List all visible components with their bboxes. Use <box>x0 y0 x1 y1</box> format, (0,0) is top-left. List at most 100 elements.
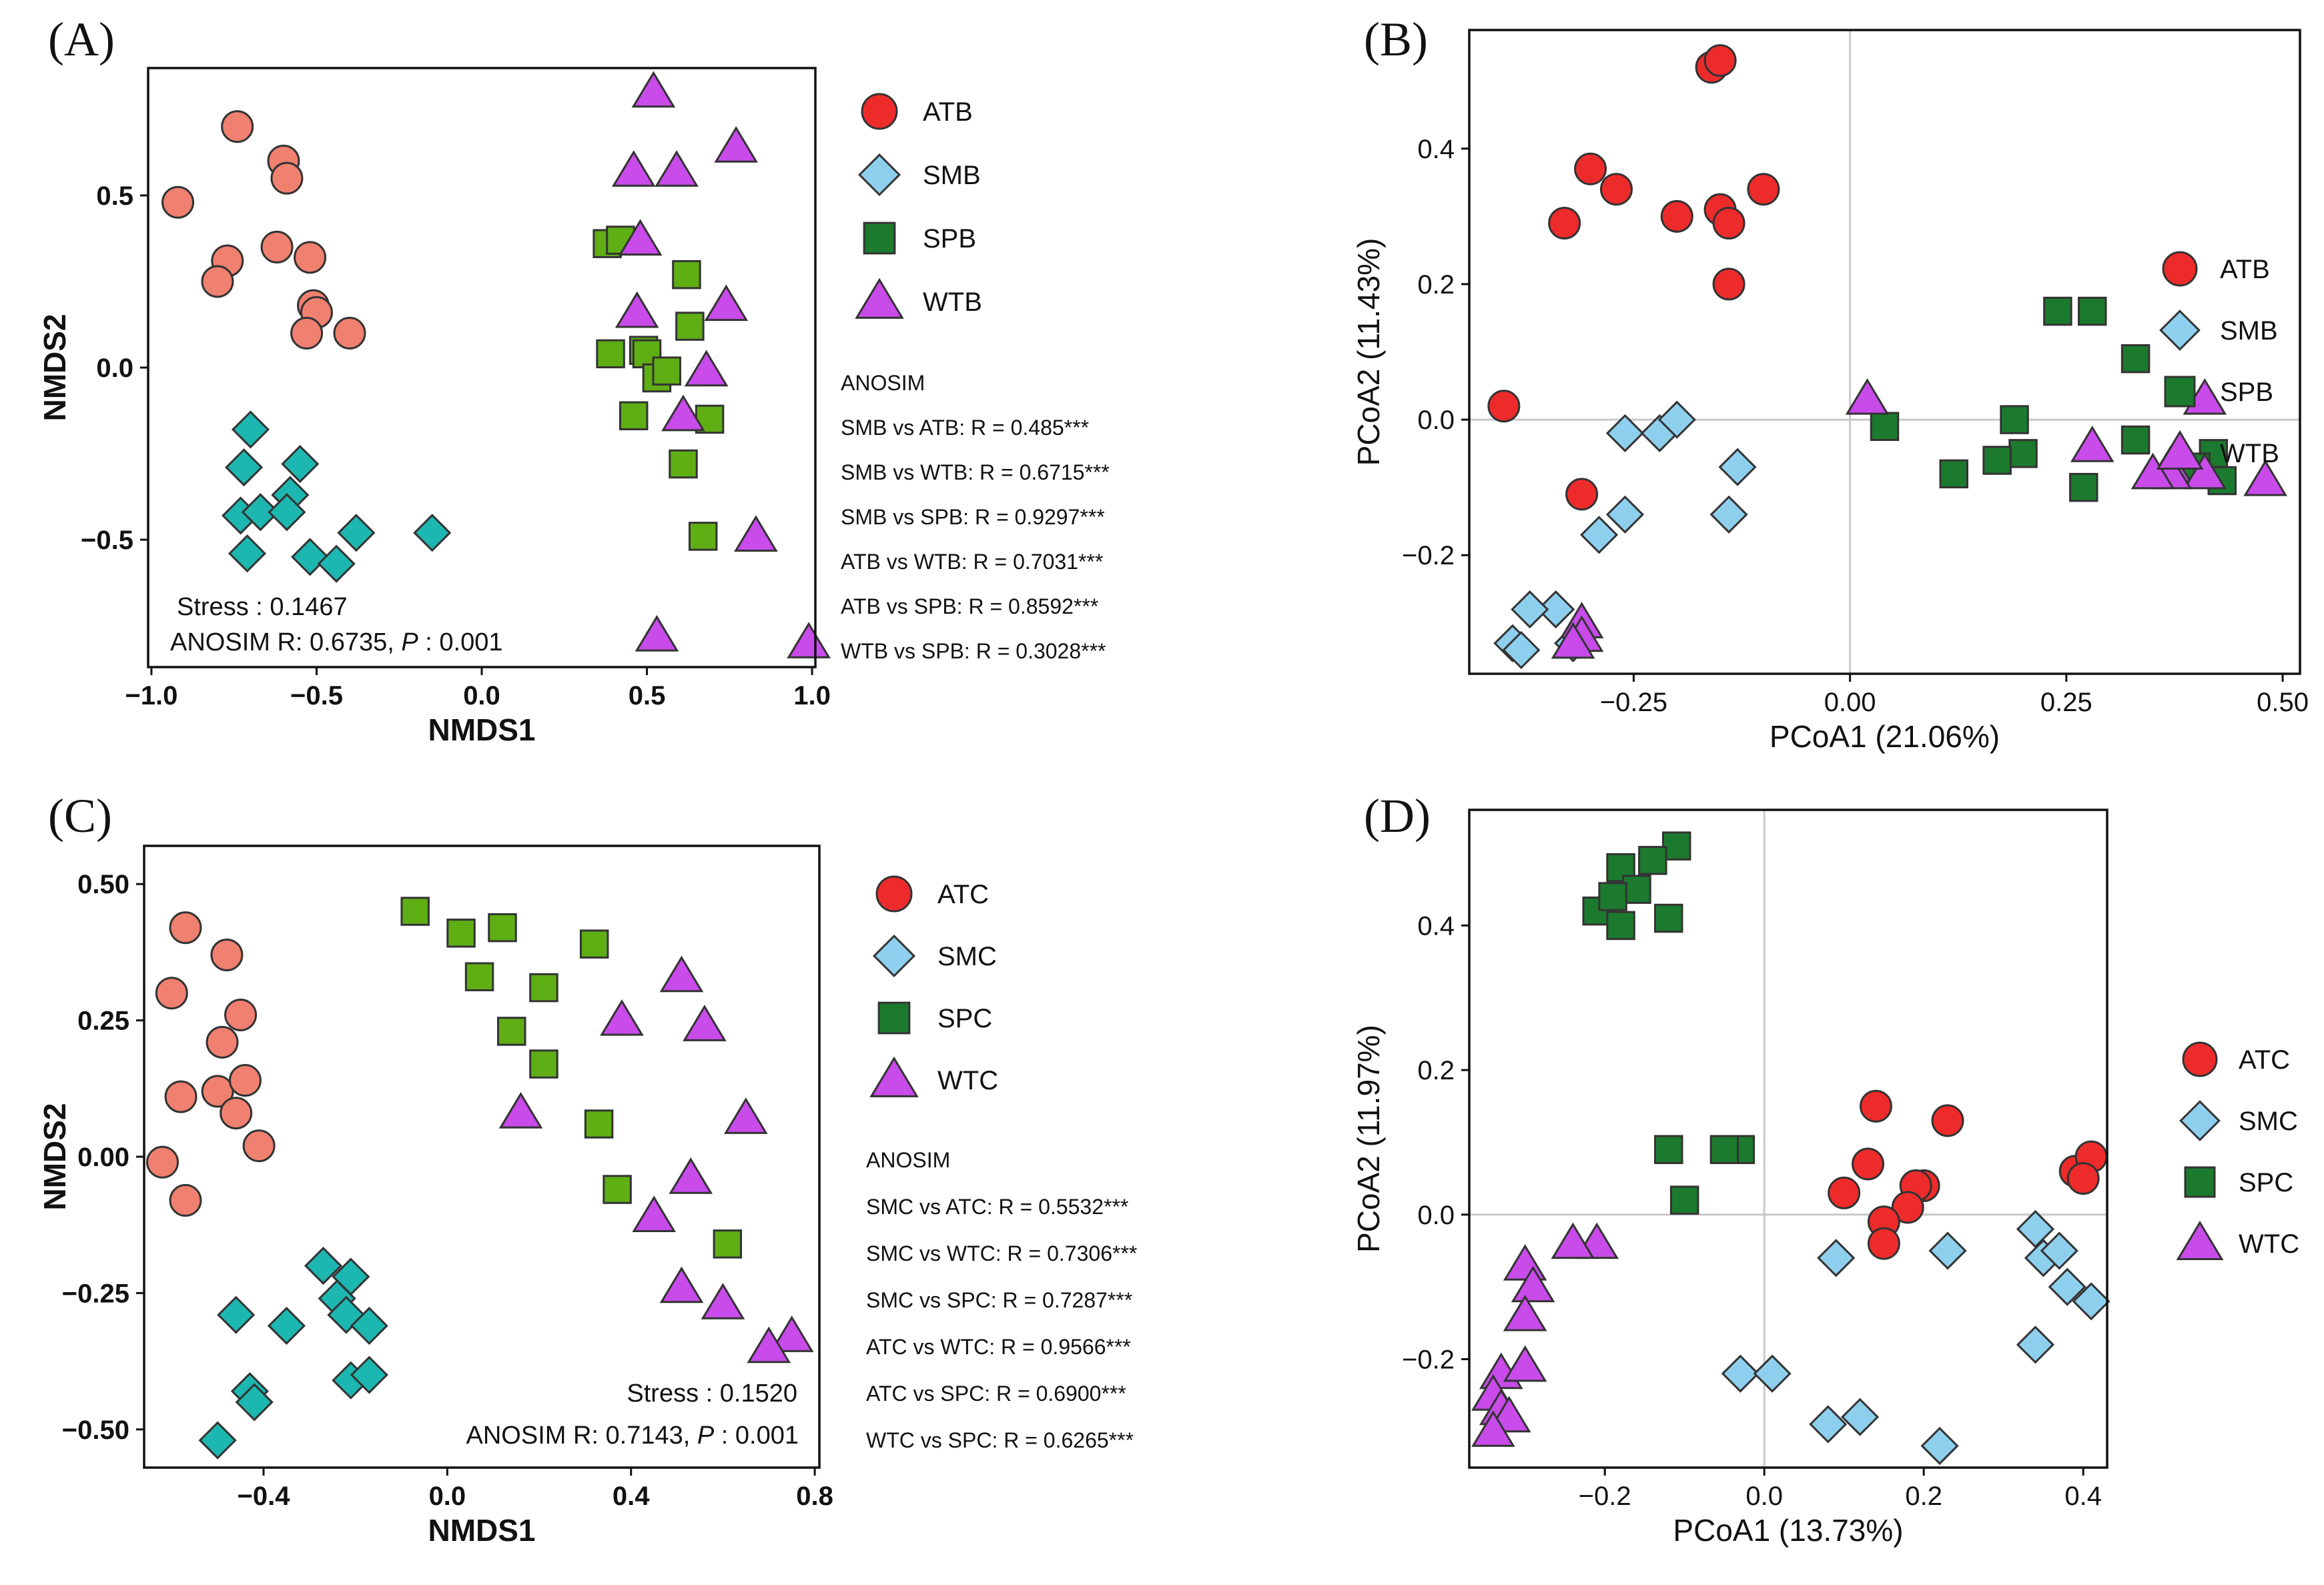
data-point <box>337 514 376 552</box>
data-point <box>1606 911 1635 941</box>
data-point <box>1721 1354 1760 1393</box>
data-point <box>1709 495 1748 534</box>
y-tick-label: 0.4 <box>1417 911 1455 941</box>
data-point <box>241 493 280 532</box>
data-point <box>1712 268 1746 301</box>
x-axis-title: PCoA1 (21.06%) <box>1770 719 2000 754</box>
data-point <box>769 1315 814 1352</box>
data-point <box>1605 495 1645 534</box>
series-spb <box>1870 296 2237 502</box>
stress-label: Stress : 0.1467 <box>177 593 348 621</box>
anosim-comparison: SMC vs SPC: R = 0.7287*** <box>866 1288 1132 1312</box>
data-point <box>1867 1227 1900 1260</box>
data-point <box>1891 1191 1924 1224</box>
data-point <box>350 1356 388 1394</box>
data-point <box>724 1097 768 1134</box>
anosim-title: ANOSIM <box>866 1148 950 1172</box>
y-tick-label: 0.0 <box>1417 1201 1455 1230</box>
data-point <box>618 219 663 256</box>
x-tick-label: −1.0 <box>125 681 177 710</box>
data-point <box>333 316 366 350</box>
data-point <box>290 316 324 350</box>
data-point <box>169 911 202 945</box>
data-point <box>584 1109 614 1139</box>
y-tick-label: −0.2 <box>1402 541 1455 570</box>
series-spc <box>1582 831 1756 1215</box>
x-tick-label: 0.0 <box>1746 1482 1783 1511</box>
data-point <box>1638 846 1667 875</box>
y-tick-label: 0.50 <box>77 870 129 899</box>
legend-marker-atb <box>861 93 898 130</box>
data-point <box>267 1306 306 1346</box>
data-point <box>675 312 705 341</box>
data-point <box>2016 1326 2055 1364</box>
data-point <box>1551 1222 1595 1259</box>
series-smc <box>1721 1209 2110 1466</box>
x-tick-label: 0.5 <box>629 681 666 710</box>
legend-label: ATB <box>2220 255 2270 284</box>
legend-label: WTB <box>2220 439 2279 468</box>
series-wtc <box>1471 1222 1619 1447</box>
legend-label: SMC <box>2239 1107 2298 1136</box>
data-point <box>1565 478 1599 511</box>
data-point <box>661 394 705 432</box>
data-point <box>497 1017 526 1046</box>
data-point <box>270 161 304 195</box>
panel-label: (C) <box>48 789 112 843</box>
legend-marker-smc <box>2179 1100 2221 1141</box>
data-point <box>221 110 254 143</box>
data-point <box>231 410 270 449</box>
data-point <box>1709 1135 1739 1164</box>
legend-label: SPC <box>2239 1168 2293 1197</box>
data-point <box>1487 390 1521 423</box>
x-axis-title: PCoA1 (13.73%) <box>1673 1513 1903 1548</box>
data-point <box>1840 1398 1880 1436</box>
y-axis-title: PCoA2 (11.97%) <box>1351 1025 1386 1253</box>
legend-label: SPC <box>937 1004 992 1033</box>
legend-label: ATC <box>2239 1045 2290 1075</box>
x-tick-label: 0.0 <box>463 681 500 710</box>
series-smb <box>222 410 452 583</box>
anosim-annotation: ANOSIM SMC vs ATC: R = 0.5532*** SMC vs WT… <box>866 1148 1137 1452</box>
legend-label: WTC <box>937 1066 998 1095</box>
data-point <box>155 977 188 1010</box>
data-point <box>600 999 644 1036</box>
legend-marker-smc <box>872 934 916 978</box>
data-point <box>2043 296 2072 326</box>
x-tick-label: 0.0 <box>429 1482 466 1511</box>
data-point <box>1703 44 1737 77</box>
anosim-r-label: ANOSIM R: 0.7143, P : 0.001 <box>466 1422 799 1450</box>
data-point <box>169 1183 202 1217</box>
data-point <box>1574 152 1607 185</box>
data-point <box>652 356 681 386</box>
data-point <box>1471 1410 1515 1447</box>
data-point <box>2069 472 2098 502</box>
data-point <box>1920 1426 1959 1466</box>
legend-label: ATB <box>923 97 973 127</box>
legend-marker-wtb <box>855 278 904 319</box>
data-point <box>1503 1294 1547 1332</box>
data-point <box>1503 1243 1547 1281</box>
legend-label: SMB <box>923 161 981 190</box>
data-point <box>1537 590 1575 629</box>
data-point <box>1551 622 1595 659</box>
y-tick-label: 0.4 <box>1417 135 1455 164</box>
plot-frame <box>1468 29 2301 675</box>
legend-marker-smb <box>857 153 901 197</box>
data-point <box>615 291 659 328</box>
data-point <box>164 1080 198 1113</box>
y-tick-label: −0.50 <box>62 1416 129 1445</box>
data-point <box>1809 1405 1848 1444</box>
data-point <box>704 284 749 322</box>
data-point <box>281 444 320 484</box>
legend: ATB SMB SPB WTB <box>2156 251 2279 470</box>
data-point <box>228 1064 262 1097</box>
data-point <box>1939 459 1968 489</box>
x-tick-label: 0.00 <box>1824 688 1876 717</box>
y-tick-label: 0.0 <box>96 354 133 383</box>
data-point <box>659 1266 704 1303</box>
data-point <box>734 515 778 552</box>
legend-label: WTB <box>923 288 982 317</box>
data-point <box>291 538 330 576</box>
legend-label: SMC <box>937 942 997 971</box>
